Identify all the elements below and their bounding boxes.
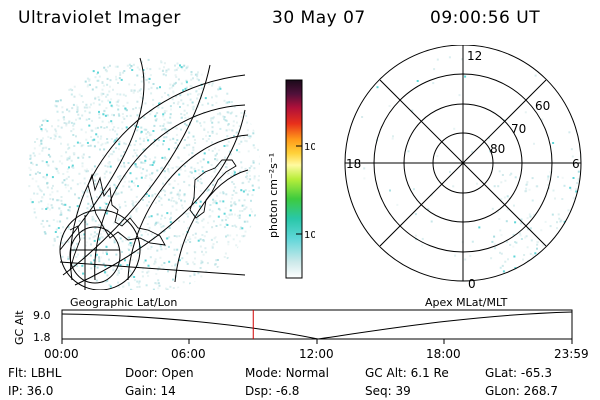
timeline-ytick-high: 9.0 xyxy=(33,309,51,322)
timeline-frame xyxy=(61,309,573,340)
info-glon: GLon: 268.7 xyxy=(485,384,558,398)
coastline xyxy=(69,159,237,271)
lat-label-70: 70 xyxy=(511,122,526,136)
info-gc-alt: GC Alt: 6.1 Re xyxy=(365,366,449,380)
xtick-2359: 23:59 xyxy=(554,347,589,361)
timeline-ylabel: GC Alt xyxy=(13,310,26,345)
info-flt: Flt: LBHL xyxy=(8,366,62,380)
xtick-1800: 18:00 xyxy=(426,347,461,361)
geographic-image xyxy=(28,57,260,290)
polar-plot: 12 18 6 0 60 70 80 xyxy=(344,45,582,291)
date-label: 30 May 07 xyxy=(272,8,366,28)
info-ip: IP: 36.0 xyxy=(8,384,54,398)
mlt-label-18: 18 xyxy=(346,157,361,171)
xtick-0600: 06:00 xyxy=(171,347,206,361)
xtick-0000: 00:00 xyxy=(44,347,79,361)
instrument-title: Ultraviolet Imager xyxy=(18,8,181,28)
timeline-ytick-low: 1.8 xyxy=(33,331,51,344)
mlt-label-0: 0 xyxy=(468,277,476,291)
info-dsp: Dsp: -6.8 xyxy=(245,384,300,398)
lat-label-60: 60 xyxy=(535,99,550,113)
mlt-label-12: 12 xyxy=(467,49,482,63)
lat-lon-grid xyxy=(59,57,249,290)
colorbar-gradient xyxy=(285,79,303,279)
timeline-xticks xyxy=(61,339,573,344)
info-door: Door: Open xyxy=(125,366,194,380)
colorbar-tick-10: 10 xyxy=(304,230,315,241)
polar-emission xyxy=(361,56,581,281)
polar-grid xyxy=(344,45,582,282)
info-gain: Gain: 14 xyxy=(125,384,176,398)
info-glat: GLat: -65.3 xyxy=(485,366,552,380)
xtick-1200: 12:00 xyxy=(299,347,334,361)
altitude-timeline: GC Alt 9.0 1.8 00:00 06:00 12:00 18:00 2… xyxy=(13,309,589,361)
colorbar: 100 10 photon cm⁻²s⁻¹ xyxy=(267,79,315,279)
time-label: 09:00:56 UT xyxy=(430,8,541,28)
colorbar-ticks xyxy=(296,145,302,235)
right-caption: Apex MLat/MLT xyxy=(425,296,508,309)
colorbar-label: photon cm⁻²s⁻¹ xyxy=(267,153,280,238)
auroral-emission xyxy=(28,58,260,290)
colorbar-tick-100: 100 xyxy=(304,142,315,153)
mlt-label-6: 6 xyxy=(572,157,580,171)
lat-label-80: 80 xyxy=(490,142,505,156)
left-caption: Geographic Lat/Lon xyxy=(70,296,178,309)
altitude-curve xyxy=(61,311,573,340)
info-seq: Seq: 39 xyxy=(365,384,411,398)
info-mode: Mode: Normal xyxy=(245,366,329,380)
